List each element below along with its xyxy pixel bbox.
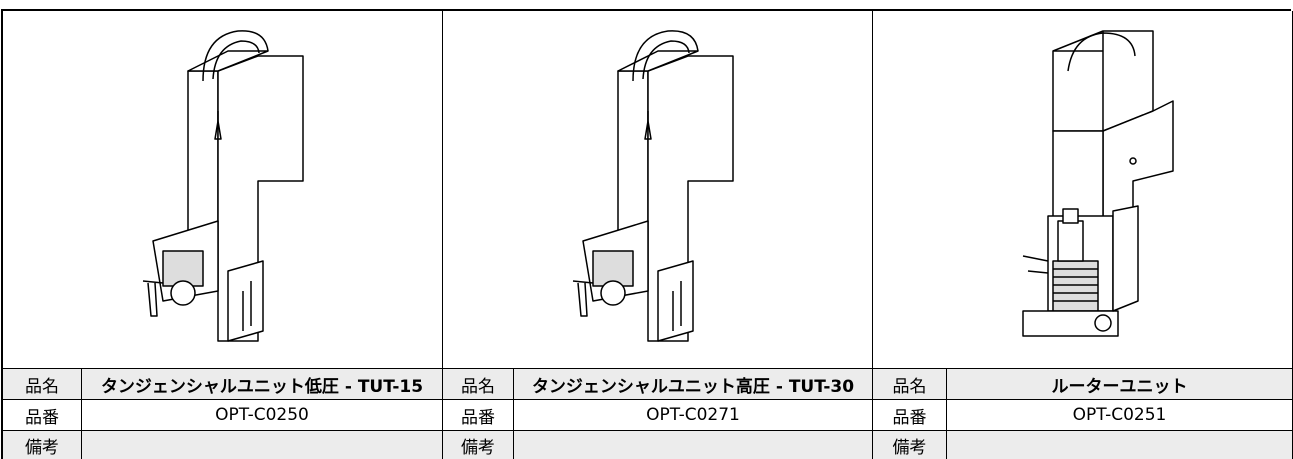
remarks-label: 備考 [443,431,514,459]
number-label: 品番 [873,400,947,430]
product-illustration [572,30,734,342]
product-name: タンジェンシャルユニット低圧 - TUT-15 [100,376,424,397]
product-illustration [142,30,304,342]
product-column: 品名 タンジェンシャルユニット高圧 - TUT-30 品番 OPT-C0271 … [443,11,873,459]
number-label: 品番 [443,400,514,430]
product-image-cell [3,11,442,369]
name-row: 品名 タンジェンシャルユニット高圧 - TUT-30 [443,369,872,400]
product-name: ルーターユニット [1051,376,1188,397]
remarks-label: 備考 [873,431,947,459]
remarks-row: 備考 [873,431,1292,459]
number-row: 品番 OPT-C0271 [443,400,872,431]
number-row: 品番 OPT-C0250 [3,400,442,431]
number-label: 品番 [3,400,82,430]
product-table: 品名 タンジェンシャルユニット低圧 - TUT-15 品番 OPT-C0250 … [1,9,1293,459]
name-row: 品名 ルーターユニット [873,369,1292,400]
name-row: 品名 タンジェンシャルユニット低圧 - TUT-15 [3,369,442,400]
product-number: OPT-C0251 [1072,405,1167,425]
product-column: 品名 ルーターユニット 品番 OPT-C0251 備考 [873,11,1293,459]
remarks-row: 備考 [443,431,872,459]
product-number: OPT-C0250 [215,405,309,425]
product-illustration [1022,30,1174,337]
product-image-cell [873,11,1292,369]
name-label: 品名 [443,369,514,399]
product-column: 品名 タンジェンシャルユニット低圧 - TUT-15 品番 OPT-C0250 … [3,11,443,459]
remarks-label: 備考 [3,431,82,459]
product-image-cell [443,11,872,369]
name-label: 品名 [873,369,947,399]
number-row: 品番 OPT-C0251 [873,400,1292,431]
product-name: タンジェンシャルユニット高圧 - TUT-30 [531,376,855,397]
name-label: 品名 [3,369,82,399]
remarks-row: 備考 [3,431,442,459]
product-number: OPT-C0271 [646,405,740,425]
